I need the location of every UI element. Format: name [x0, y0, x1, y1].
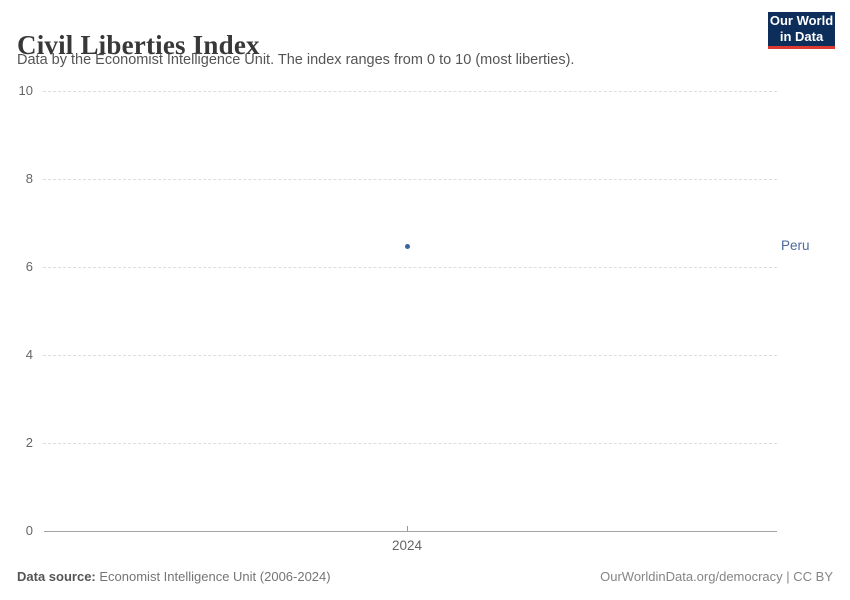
chart-title: Civil Liberties Index	[17, 30, 260, 61]
owid-logo[interactable]: Our World in Data	[768, 12, 835, 49]
data-source-value: Economist Intelligence Unit (2006-2024)	[95, 569, 331, 584]
data-source-label: Data source:	[17, 569, 96, 584]
y-axis-tick-label: 6	[25, 259, 33, 274]
y-axis-tick-label: 2	[25, 435, 33, 450]
data-point-peru[interactable]	[404, 243, 410, 249]
owid-logo-line2: in Data	[779, 29, 824, 44]
y-axis-tick-label: 4	[25, 347, 33, 362]
x-axis-tick-label: 2024	[391, 538, 423, 553]
x-axis-tick-mark	[407, 526, 408, 531]
y-axis-tick-label: 10	[18, 83, 33, 98]
x-axis-baseline	[44, 531, 777, 532]
horizontal-gridline	[43, 443, 777, 444]
horizontal-gridline	[43, 267, 777, 268]
entity-label-peru[interactable]: Peru	[781, 238, 810, 254]
y-axis-tick-label: 0	[25, 523, 33, 538]
y-axis-tick-label: 8	[25, 171, 33, 186]
horizontal-gridline	[43, 179, 777, 180]
horizontal-gridline	[43, 91, 777, 92]
attribution-link[interactable]: OurWorldinData.org/democracy | CC BY	[600, 569, 833, 584]
data-source-note: Data source: Economist Intelligence Unit…	[17, 569, 331, 584]
horizontal-gridline	[43, 355, 777, 356]
owid-logo-line1: Our World	[769, 13, 834, 29]
chart-subtitle: Data by the Economist Intelligence Unit.…	[17, 52, 575, 68]
